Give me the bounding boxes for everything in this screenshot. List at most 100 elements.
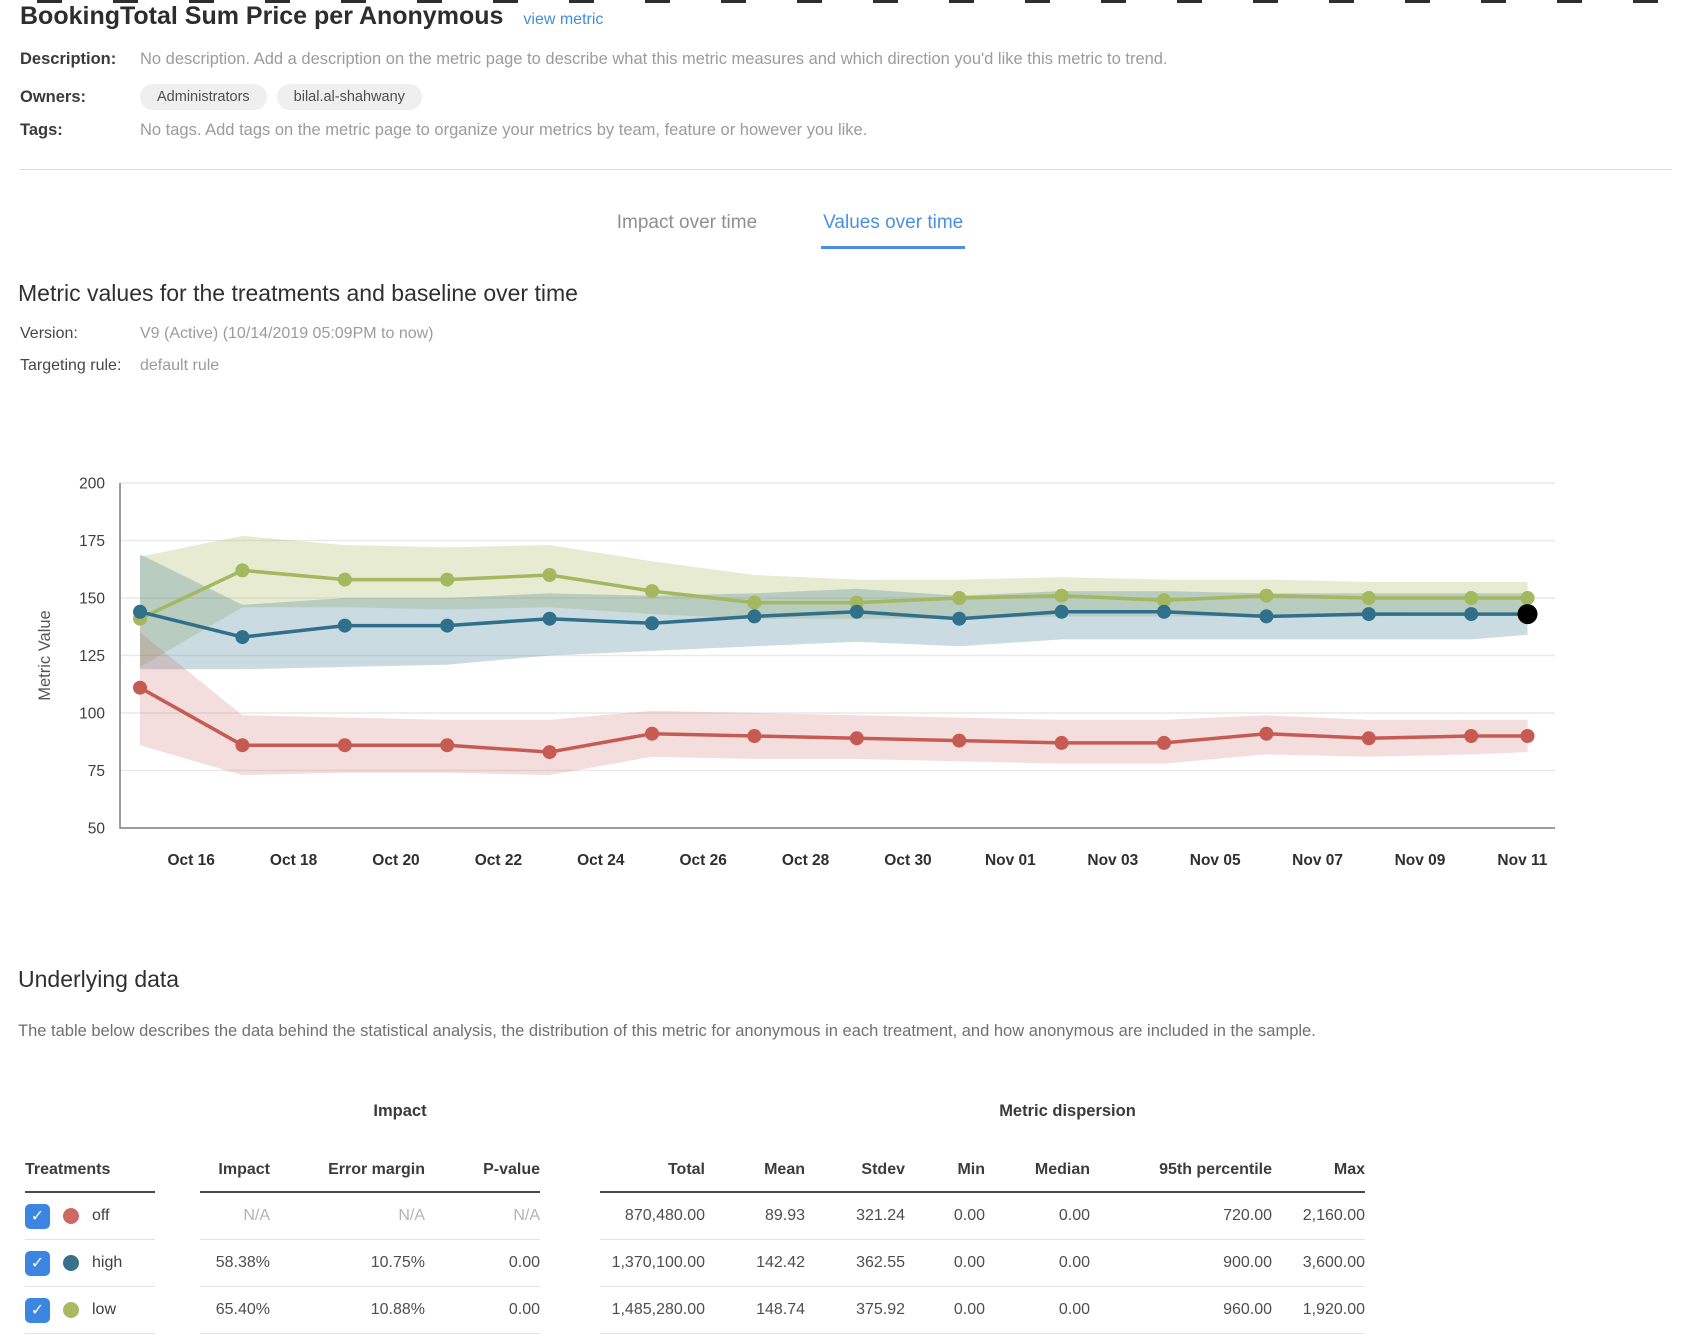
impact-col-header: Impact [200, 1127, 270, 1193]
dispersion-col-header: Max [1272, 1127, 1365, 1193]
point-low [1520, 591, 1535, 605]
owners-label: Owners: [20, 87, 87, 106]
header-divider [20, 169, 1672, 170]
dispersion-value: 1,920.00 [1272, 1287, 1365, 1334]
point-high [337, 618, 352, 633]
point-off [440, 738, 455, 753]
treatment-cell: ✓ high [25, 1240, 155, 1287]
point-high [645, 616, 659, 631]
owners-row: Owners: Administrators bilal.al-shahwany [20, 84, 422, 110]
dispersion-col-header: Total [600, 1127, 705, 1193]
point-low [337, 572, 352, 587]
dispersion-value: 900.00 [1090, 1240, 1272, 1287]
treatment-checkbox-off[interactable]: ✓ [25, 1203, 50, 1229]
point-high [1361, 607, 1376, 622]
point-off [952, 733, 967, 748]
cropped-top-dashes [37, 0, 1690, 3]
targeting-rule-label: Targeting rule: [20, 357, 122, 374]
row-gap [155, 1287, 200, 1334]
page-title: BookingTotal Sum Price per Anonymous [20, 2, 504, 30]
dispersion-col-header: Stdev [805, 1127, 905, 1193]
dispersion-value: 321.24 [805, 1193, 905, 1240]
x-tick-label: Oct 30 [884, 852, 931, 869]
point-off [1054, 735, 1069, 750]
impact-value: N/A [200, 1193, 270, 1240]
treatment-label: off [92, 1207, 110, 1224]
point-off [1259, 726, 1274, 741]
chart-tabs: Impact over time Values over time [0, 212, 1580, 249]
treatments-header: Treatments [25, 1127, 155, 1193]
point-low [1157, 593, 1171, 608]
band-off [140, 632, 1528, 776]
y-tick-label: 150 [79, 591, 105, 608]
impact-col-header: P-value [425, 1127, 540, 1193]
chart-svg: 50 75 100 125 150 175 200 Metric Value Oct 16 Oct… [36, 476, 1555, 869]
dispersion-value: 362.55 [805, 1240, 905, 1287]
dispersion-value: 375.92 [805, 1287, 905, 1334]
point-high [1464, 607, 1479, 622]
y-tick-label: 50 [88, 821, 106, 838]
header-pad [0, 1127, 25, 1193]
dispersion-col-header: 95th percentile [1090, 1127, 1272, 1193]
dispersion-value: 870,480.00 [600, 1193, 705, 1240]
x-tick-label: Oct 22 [475, 852, 522, 869]
point-off [747, 729, 762, 743]
dispersion-value: 1,485,280.00 [600, 1287, 705, 1334]
treatment-color-dot [63, 1208, 79, 1224]
section-title: Metric values for the treatments and bas… [18, 280, 578, 306]
row-gap [155, 1240, 200, 1287]
x-tick-label: Oct 18 [270, 852, 318, 869]
point-high [440, 618, 455, 633]
version-label: Version: [20, 325, 78, 342]
header-filler [1365, 1127, 1690, 1193]
y-tick-label: 125 [79, 648, 105, 665]
y-tick-label: 75 [88, 763, 105, 780]
dispersion-value: 960.00 [1090, 1287, 1272, 1334]
view-metric-link[interactable]: view metric [523, 11, 604, 28]
treatment-cell: ✓ off [25, 1193, 155, 1240]
point-low [952, 591, 967, 605]
treatment-checkbox-high[interactable]: ✓ [25, 1250, 50, 1276]
impact-value: N/A [425, 1193, 540, 1240]
y-tick-label: 200 [79, 476, 105, 493]
dispersion-value: 0.00 [985, 1287, 1090, 1334]
header-gap [155, 1127, 200, 1193]
row-gap [540, 1240, 600, 1287]
description-label: Description: [20, 50, 117, 68]
impact-value: 65.40% [200, 1287, 270, 1334]
dispersion-value: 0.00 [905, 1287, 985, 1334]
x-tick-label: Nov 07 [1292, 852, 1343, 869]
tags-row: Tags: No tags. Add tags on the metric pa… [20, 121, 867, 140]
impact-value: N/A [270, 1193, 425, 1240]
point-high [1157, 604, 1171, 619]
targeting-rule-row: Targeting rule: default rule [20, 357, 219, 375]
tab-impact-over-time[interactable]: Impact over time [616, 212, 758, 233]
dispersion-value: 1,370,100.00 [600, 1240, 705, 1287]
current-point-marker [1517, 604, 1538, 625]
point-low [542, 568, 557, 582]
point-off [542, 745, 557, 760]
point-low [1054, 588, 1069, 603]
row-pad [0, 1287, 25, 1334]
point-low [645, 584, 659, 599]
tags-value: No tags. Add tags on the metric page to … [140, 121, 868, 139]
x-tick-label: Oct 16 [168, 852, 216, 869]
header-gap [540, 1127, 600, 1193]
point-high [1054, 604, 1069, 619]
version-value: V9 (Active) (10/14/2019 05:09PM to now) [140, 325, 434, 342]
dispersion-value: 148.74 [705, 1287, 805, 1334]
row-filler [1365, 1287, 1690, 1334]
description-value: No description. Add a description on the… [140, 50, 1168, 68]
point-high [542, 611, 557, 626]
underlying-data-description: The table below describes the data behin… [18, 1022, 1316, 1040]
point-off [1520, 729, 1535, 743]
y-tick-label: 100 [79, 706, 105, 723]
treatment-label: low [92, 1301, 117, 1318]
treatment-checkbox-low[interactable]: ✓ [25, 1297, 50, 1323]
values-over-time-chart[interactable]: 50 75 100 125 150 175 200 Metric Value Oct 16 Oct… [0, 428, 1690, 880]
version-row: Version: V9 (Active) (10/14/2019 05:09PM… [20, 325, 434, 343]
row-pad [0, 1193, 25, 1240]
point-off [235, 738, 250, 753]
tab-values-over-time[interactable]: Values over time [821, 212, 966, 249]
dispersion-value: 0.00 [985, 1193, 1090, 1240]
